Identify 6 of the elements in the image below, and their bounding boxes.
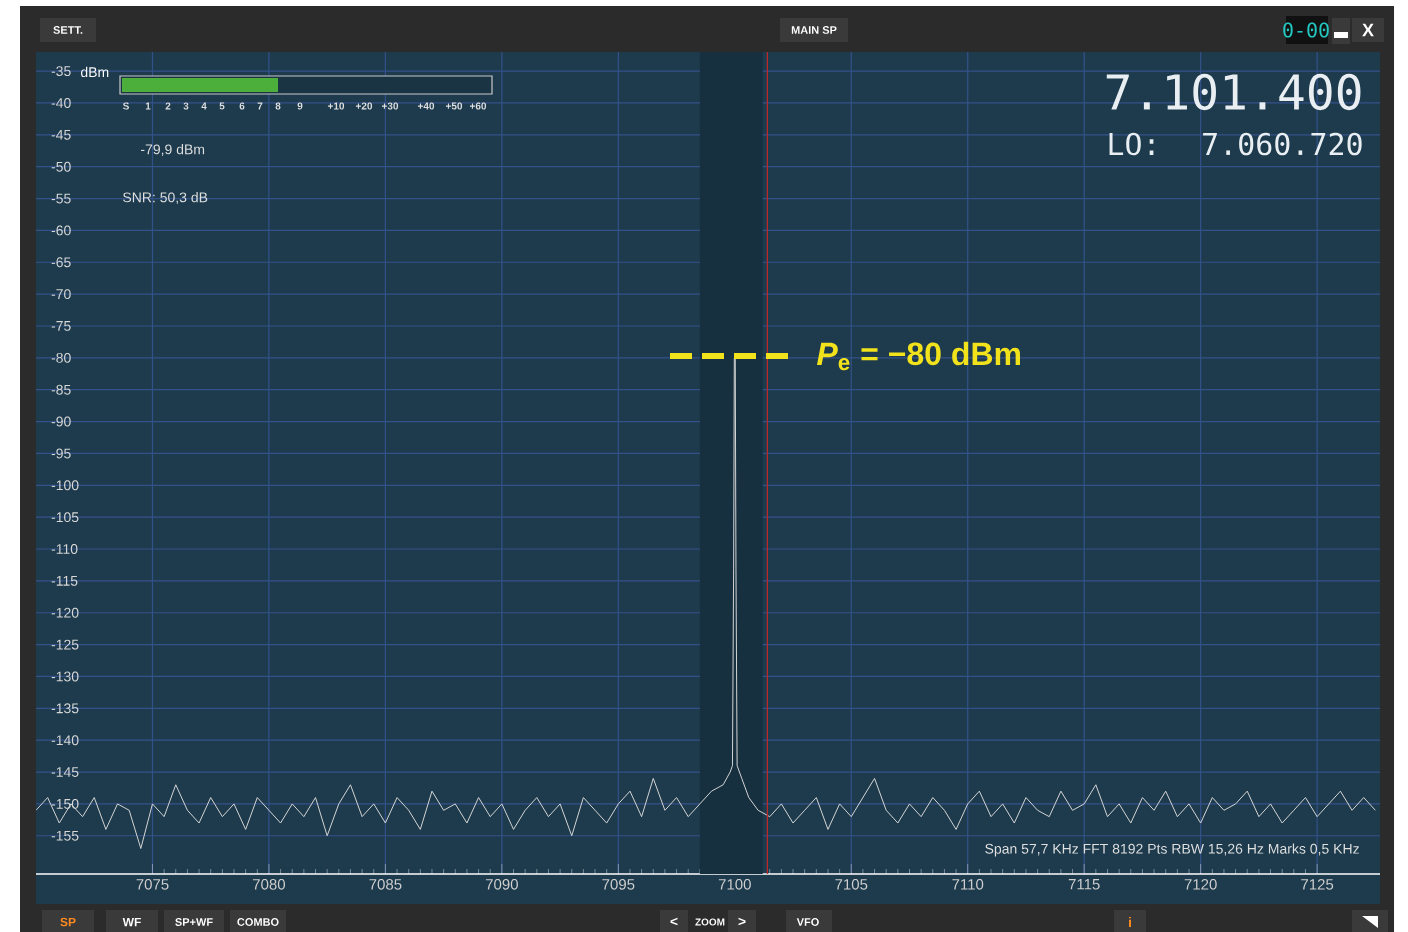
text: X: [1362, 23, 1374, 37]
annotation: 7.060.720: [1203, 132, 1362, 156]
annotation: 7.101.400: [1106, 73, 1361, 111]
annotation: P$_{e}$ = −80 dBm: [816, 341, 1020, 371]
text: 0-00: [1283, 22, 1329, 38]
annotation: LO:: [1109, 132, 1154, 156]
